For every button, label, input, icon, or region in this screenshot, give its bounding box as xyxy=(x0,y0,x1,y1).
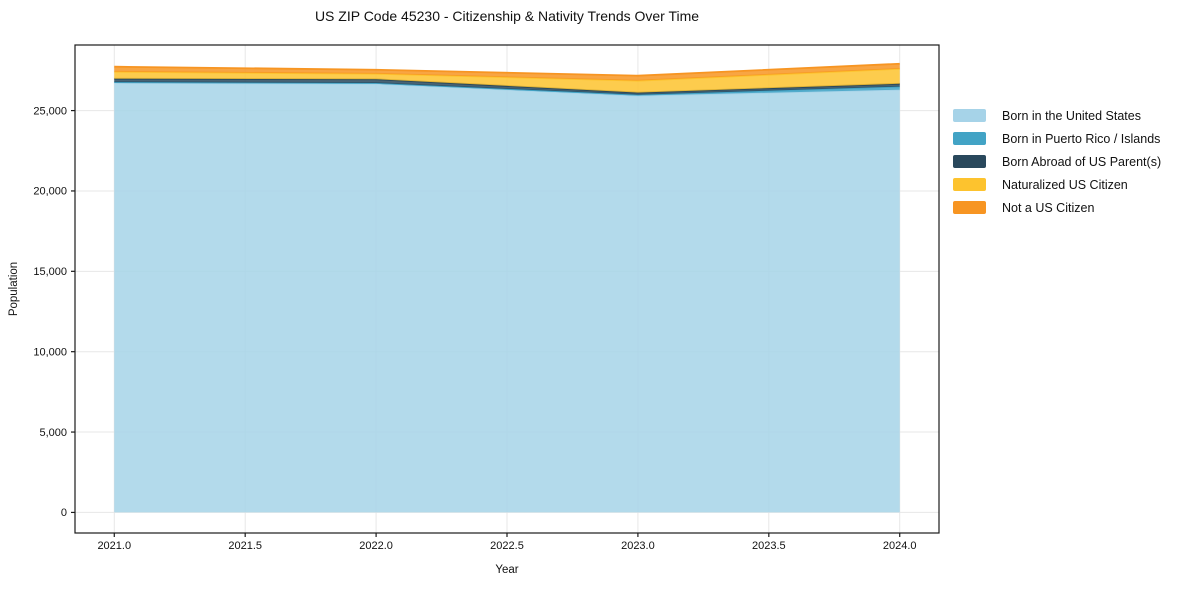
legend-item: Naturalized US Citizen xyxy=(953,173,1161,196)
y-tick-label: 5,000 xyxy=(39,427,67,439)
x-tick-label: 2024.0 xyxy=(883,540,917,552)
chart-title: US ZIP Code 45230 - Citizenship & Nativi… xyxy=(314,8,700,24)
y-tick-label: 10,000 xyxy=(33,346,67,358)
x-tick-label: 2022.0 xyxy=(359,540,393,552)
x-tick-label: 2021.0 xyxy=(97,540,131,552)
legend-swatch-not-citizen xyxy=(953,201,986,214)
legend-label: Not a US Citizen xyxy=(1002,200,1095,215)
legend-swatch-born-us xyxy=(953,109,986,122)
legend: Born in the United States Born in Puerto… xyxy=(953,104,1161,219)
legend-swatch-born-abroad xyxy=(953,155,986,168)
area-band-3 xyxy=(114,68,900,93)
legend-label: Born in the United States xyxy=(1002,108,1141,123)
legend-label: Born in Puerto Rico / Islands xyxy=(1002,131,1161,146)
legend-label: Born Abroad of US Parent(s) xyxy=(1002,154,1162,169)
y-tick-label: 20,000 xyxy=(33,186,67,198)
x-tick-label: 2021.5 xyxy=(228,540,262,552)
legend-item: Born in Puerto Rico / Islands xyxy=(953,127,1161,150)
x-tick-label: 2023.0 xyxy=(621,540,655,552)
y-tick-label: 25,000 xyxy=(33,105,67,117)
area-band-4 xyxy=(114,63,900,81)
area-band-0 xyxy=(114,82,900,513)
legend-item: Born in the United States xyxy=(953,104,1161,127)
legend-swatch-naturalized xyxy=(953,178,986,191)
x-tick-label: 2022.5 xyxy=(490,540,524,552)
area-edge-4 xyxy=(114,62,900,77)
x-axis-label: Year xyxy=(495,564,519,576)
legend-item: Not a US Citizen xyxy=(953,196,1161,219)
y-tick-label: 15,000 xyxy=(33,266,67,278)
y-tick-label: 0 xyxy=(61,507,67,519)
legend-label: Naturalized US Citizen xyxy=(1002,177,1128,192)
y-axis-label: Population xyxy=(8,261,20,317)
x-tick-label: 2023.5 xyxy=(752,540,786,552)
legend-swatch-born-pr xyxy=(953,132,986,145)
legend-item: Born Abroad of US Parent(s) xyxy=(953,150,1161,173)
